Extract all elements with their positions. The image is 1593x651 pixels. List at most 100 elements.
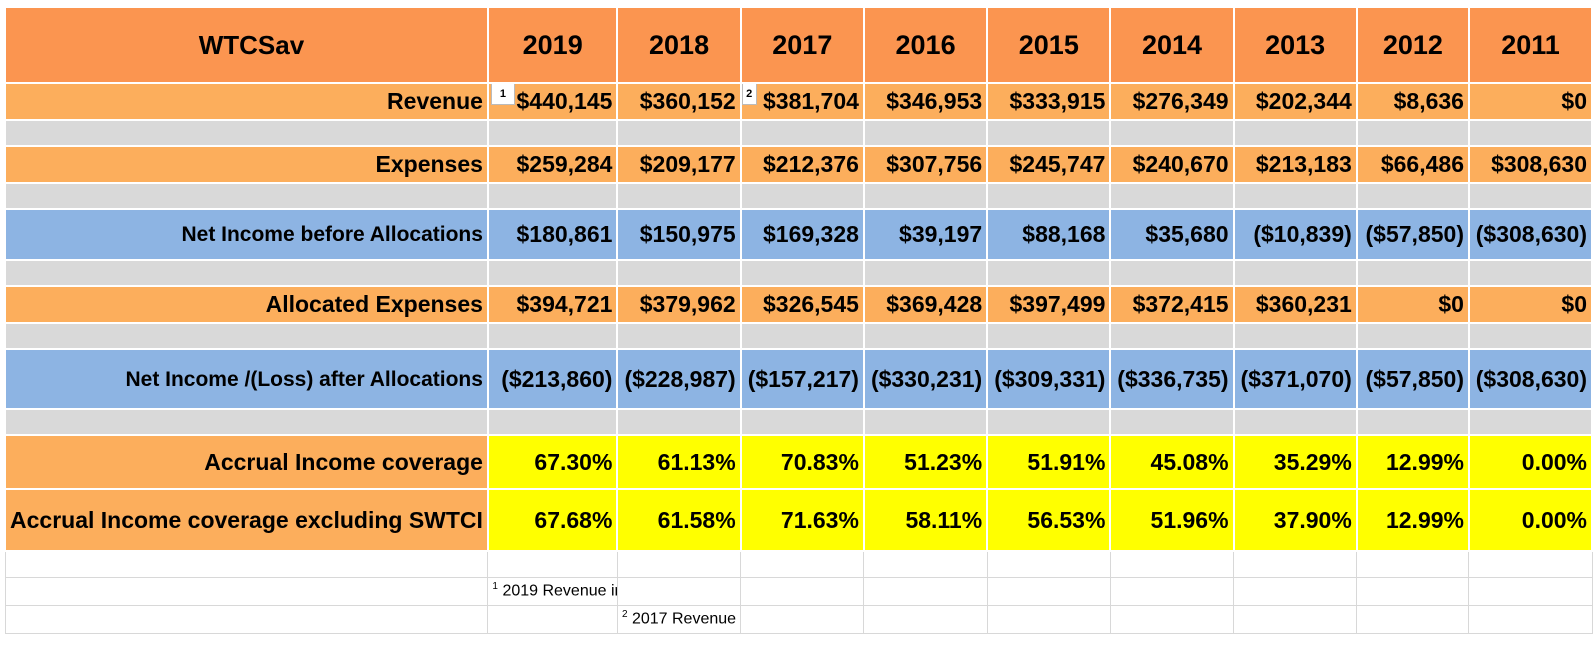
value-cell[interactable]: 51.91% [986, 434, 1112, 490]
value-cell[interactable]: ($228,987) [616, 348, 742, 410]
row-label[interactable]: Allocated Expenses [4, 285, 489, 324]
empty-cell[interactable] [1467, 182, 1593, 210]
empty-cell[interactable] [739, 408, 865, 436]
empty-cell[interactable] [863, 604, 988, 634]
empty-cell[interactable] [616, 576, 742, 606]
value-cell[interactable]: $379,962 [616, 285, 742, 324]
value-cell[interactable]: $259,284 [486, 145, 619, 184]
empty-cell[interactable] [1355, 408, 1470, 436]
empty-cell[interactable] [1468, 550, 1593, 578]
empty-cell[interactable] [1355, 259, 1470, 287]
row-label[interactable]: Net Income /(Loss) after Allocations [4, 348, 489, 410]
empty-cell[interactable] [4, 259, 489, 287]
empty-cell[interactable] [1467, 408, 1593, 436]
value-cell[interactable]: 2 $381,704 [739, 82, 865, 121]
empty-cell[interactable] [1355, 119, 1470, 147]
footnote-cell[interactable]: 2 2017 Revenue includes Business Develop… [616, 604, 742, 634]
value-cell[interactable]: 37.90% [1232, 488, 1358, 552]
empty-cell[interactable] [986, 119, 1112, 147]
value-cell[interactable]: $88,168 [986, 208, 1112, 261]
value-cell[interactable]: 67.68% [486, 488, 619, 552]
empty-cell[interactable] [1468, 576, 1593, 606]
empty-cell[interactable] [1109, 322, 1235, 350]
value-cell[interactable]: ($157,217) [739, 348, 865, 410]
empty-cell[interactable] [1356, 576, 1470, 606]
empty-cell[interactable] [986, 576, 1111, 606]
value-cell[interactable]: $180,861 [486, 208, 619, 261]
value-cell[interactable]: $169,328 [739, 208, 865, 261]
value-cell[interactable]: $213,183 [1232, 145, 1358, 184]
value-cell[interactable]: $150,975 [616, 208, 742, 261]
empty-cell[interactable] [1467, 119, 1593, 147]
empty-cell[interactable] [616, 322, 742, 350]
empty-cell[interactable] [1467, 322, 1593, 350]
value-cell[interactable]: $308,630 [1467, 145, 1593, 184]
empty-cell[interactable] [487, 604, 618, 634]
empty-cell[interactable] [740, 576, 865, 606]
value-cell[interactable]: $394,721 [486, 285, 619, 324]
value-cell[interactable]: 0.00% [1467, 434, 1593, 490]
value-cell[interactable]: ($308,630) [1467, 208, 1593, 261]
value-cell[interactable]: ($371,070) [1232, 348, 1358, 410]
empty-cell[interactable] [739, 119, 865, 147]
value-cell[interactable]: $276,349 [1109, 82, 1235, 121]
empty-cell[interactable] [986, 322, 1112, 350]
value-cell[interactable]: 51.23% [862, 434, 989, 490]
empty-cell[interactable] [1468, 604, 1593, 634]
year-header[interactable]: 2016 [862, 6, 989, 84]
empty-cell[interactable] [1109, 119, 1235, 147]
empty-cell[interactable] [1232, 119, 1358, 147]
value-cell[interactable]: $360,152 [616, 82, 742, 121]
empty-cell[interactable] [616, 408, 742, 436]
empty-cell[interactable] [1232, 408, 1358, 436]
value-cell[interactable]: 71.63% [739, 488, 865, 552]
value-cell[interactable]: $397,499 [986, 285, 1112, 324]
empty-cell[interactable] [1233, 576, 1358, 606]
empty-cell[interactable] [4, 119, 489, 147]
empty-cell[interactable] [487, 550, 618, 578]
empty-cell[interactable] [4, 604, 489, 634]
empty-cell[interactable] [616, 259, 742, 287]
value-cell[interactable]: $0 [1467, 285, 1593, 324]
empty-cell[interactable] [1232, 182, 1358, 210]
value-cell[interactable]: ($57,850) [1355, 208, 1470, 261]
value-cell[interactable]: $240,670 [1109, 145, 1235, 184]
value-cell[interactable]: 12.99% [1355, 488, 1470, 552]
year-header[interactable]: 2011 [1467, 6, 1593, 84]
empty-cell[interactable] [740, 604, 865, 634]
value-cell[interactable]: $8,636 [1355, 82, 1470, 121]
row-label[interactable]: Accrual Income coverage [4, 434, 489, 490]
empty-cell[interactable] [1232, 322, 1358, 350]
sheet-title[interactable]: WTCSav [4, 6, 489, 84]
value-cell[interactable]: 58.11% [862, 488, 989, 552]
empty-cell[interactable] [1232, 259, 1358, 287]
empty-cell[interactable] [486, 408, 619, 436]
value-cell[interactable]: 35.29% [1232, 434, 1358, 490]
empty-cell[interactable] [739, 259, 865, 287]
row-label[interactable]: Expenses [4, 145, 489, 184]
empty-cell[interactable] [986, 259, 1112, 287]
empty-cell[interactable] [1467, 259, 1593, 287]
empty-cell[interactable] [863, 550, 988, 578]
empty-cell[interactable] [1356, 604, 1470, 634]
empty-cell[interactable] [616, 182, 742, 210]
empty-cell[interactable] [862, 182, 989, 210]
empty-cell[interactable] [862, 408, 989, 436]
year-header[interactable]: 2012 [1355, 6, 1470, 84]
value-cell[interactable]: $326,545 [739, 285, 865, 324]
value-cell[interactable]: ($57,850) [1355, 348, 1470, 410]
empty-cell[interactable] [486, 322, 619, 350]
empty-cell[interactable] [616, 550, 742, 578]
empty-cell[interactable] [616, 119, 742, 147]
empty-cell[interactable] [4, 576, 489, 606]
year-header[interactable]: 2013 [1232, 6, 1358, 84]
value-cell[interactable]: $307,756 [862, 145, 989, 184]
year-header[interactable]: 2015 [986, 6, 1112, 84]
value-cell[interactable]: ($336,735) [1109, 348, 1235, 410]
value-cell[interactable]: 0.00% [1467, 488, 1593, 552]
empty-cell[interactable] [862, 259, 989, 287]
value-cell[interactable]: $202,344 [1232, 82, 1358, 121]
value-cell[interactable]: $35,680 [1109, 208, 1235, 261]
empty-cell[interactable] [1109, 408, 1235, 436]
empty-cell[interactable] [486, 182, 619, 210]
